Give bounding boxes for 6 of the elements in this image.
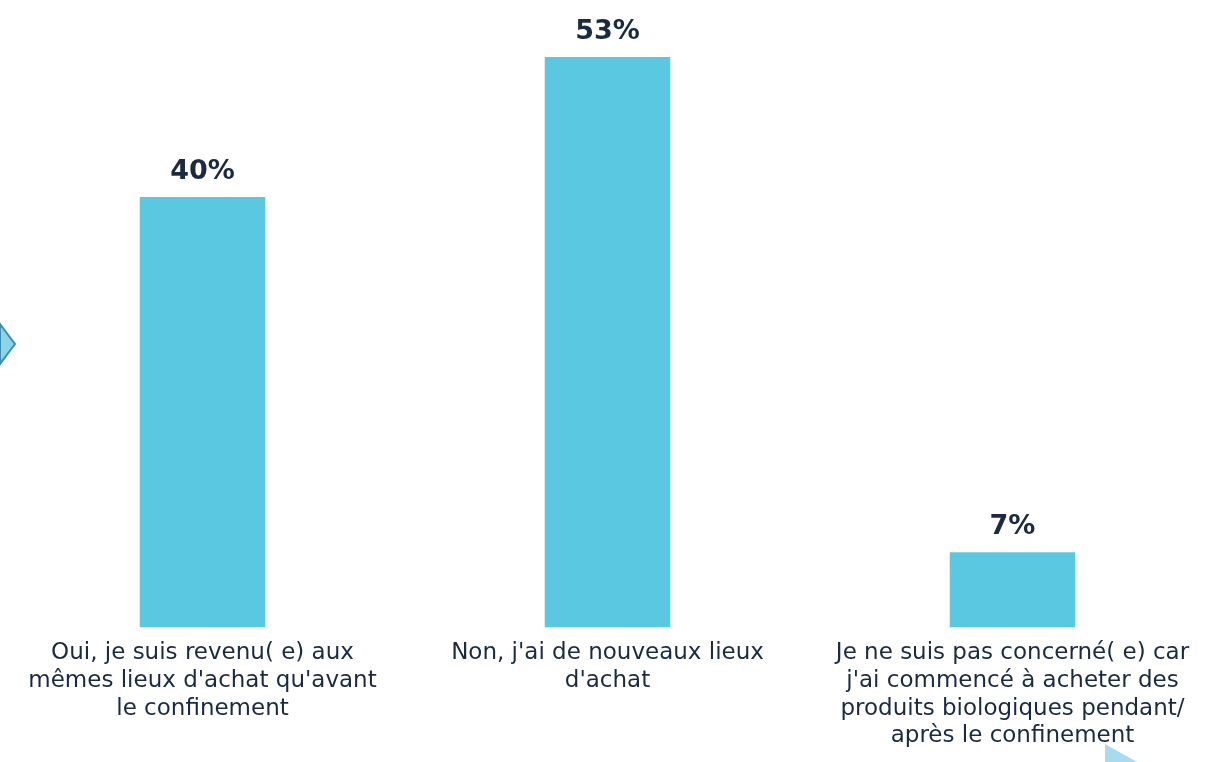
x-tick-label: Non, j'ai de nouveaux lieux d'achat xyxy=(451,638,764,692)
x-tick-label: Je ne suis pas concerné( e) car j'ai commencé à acheter des produits biologiques pendant/ après le confinement xyxy=(833,638,1190,748)
data-label: 40% xyxy=(170,153,235,185)
data-label: 7% xyxy=(989,508,1036,540)
data-label: 53% xyxy=(575,13,640,45)
x-tick-label: Oui, je suis revenu( e) aux mêmes lieux d'achat qu'avant le confinement xyxy=(28,638,377,720)
